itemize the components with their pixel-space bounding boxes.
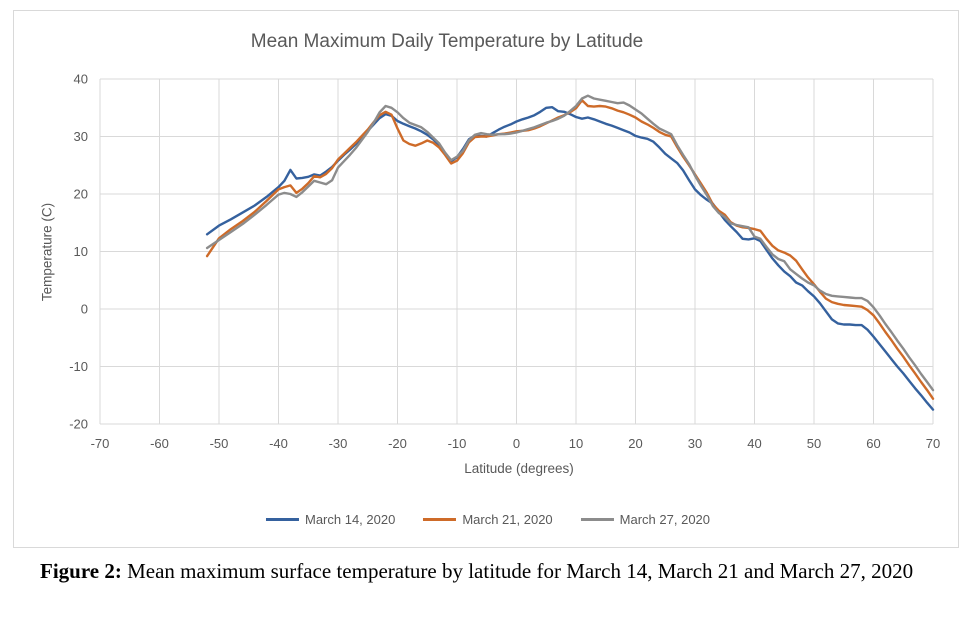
legend-label: March 21, 2020 (462, 512, 553, 527)
y-axis-tick-label: 40 (74, 72, 88, 87)
y-axis-tick-label: 30 (74, 129, 88, 144)
x-axis-tick-label: -50 (210, 436, 229, 451)
x-axis-title: Latitude (degrees) (464, 461, 574, 476)
x-axis-tick-label: 60 (866, 436, 880, 451)
series-line-2 (205, 99, 935, 400)
x-axis-tick-label: 50 (807, 436, 821, 451)
y-axis-tick-label: 10 (74, 244, 88, 259)
figure-caption-label: Figure 2: (40, 559, 122, 583)
legend-item-3: March 27, 2020 (580, 512, 711, 527)
y-axis-tick-label: 0 (81, 302, 88, 317)
legend-label: March 14, 2020 (304, 512, 396, 527)
legend-item-1: March 14, 2020 (265, 512, 396, 527)
x-axis-tick-label: 30 (688, 436, 702, 451)
series-line-1 (205, 105, 935, 411)
x-axis-tick-label: -40 (269, 436, 288, 451)
x-axis-tick-label: -70 (91, 436, 110, 451)
y-axis-title: Temperature (C) (39, 202, 55, 302)
chart-title: Mean Maximum Daily Temperature by Latitu… (250, 31, 644, 52)
legend-line-swatch (580, 518, 614, 521)
series-line-3 (205, 94, 935, 392)
x-axis-tick-label: -30 (329, 436, 348, 451)
figure-caption-text: Mean maximum surface temperature by lati… (127, 559, 914, 583)
legend-label: March 27, 2020 (619, 512, 711, 527)
x-axis-tick-label: -20 (388, 436, 407, 451)
y-axis-tick-label: -10 (69, 359, 88, 374)
chart-legend: March 14, 2020 March 21, 2020 March 27, 20… (265, 512, 711, 527)
figure-caption: Figure 2: Mean maximum surface temperatu… (40, 558, 925, 585)
x-axis-tick-label: -10 (448, 436, 467, 451)
x-axis-tick-label: 10 (569, 436, 583, 451)
x-axis-tick-label: 40 (747, 436, 761, 451)
x-axis-tick-label: -60 (150, 436, 169, 451)
legend-line-swatch (265, 518, 299, 521)
x-axis-tick-label: 70 (926, 436, 940, 451)
legend-item-2: March 21, 2020 (423, 512, 553, 527)
y-axis-tick-label: -20 (69, 417, 88, 432)
legend-line-swatch (423, 518, 457, 521)
x-axis-tick-label: 20 (628, 436, 642, 451)
y-axis-tick-label: 20 (74, 187, 88, 202)
x-axis-tick-label: 0 (513, 436, 520, 451)
